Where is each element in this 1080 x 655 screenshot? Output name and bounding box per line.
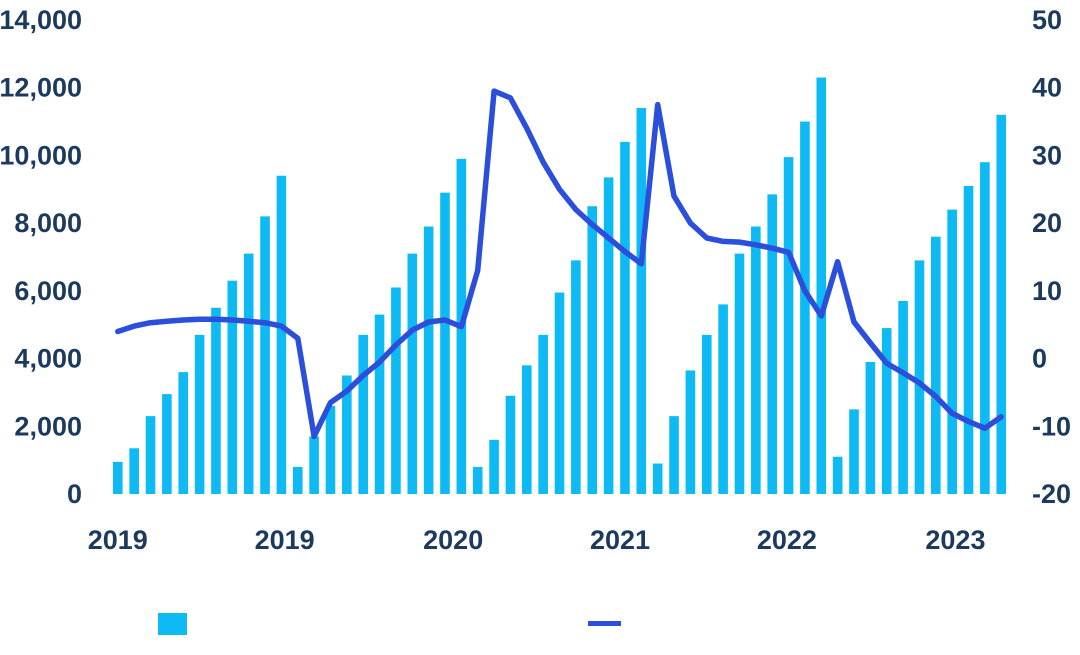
right-axis-tick-label: 30: [1032, 140, 1062, 170]
bar: [947, 209, 957, 494]
x-axis-tick-label: 2021: [590, 525, 650, 555]
left-axis-tick-label: 10,000: [0, 140, 82, 170]
left-axis-tick-label: 6,000: [14, 276, 82, 306]
bar: [816, 77, 827, 494]
bar: [898, 301, 908, 494]
bar: [832, 456, 843, 494]
right-axis-tick-label: 50: [1032, 5, 1062, 35]
legend-bar-swatch: [158, 613, 187, 635]
bar: [914, 260, 925, 494]
bar: [571, 260, 581, 494]
bar: [963, 185, 974, 494]
bar: [440, 192, 450, 495]
bar: [685, 370, 696, 494]
bar: [669, 416, 679, 494]
right-axis-tick-label: -20: [1032, 479, 1071, 509]
bar: [243, 253, 254, 494]
x-axis-tick-label: 2019: [88, 525, 148, 555]
bar: [292, 466, 303, 494]
bar: [865, 361, 876, 494]
bar: [211, 307, 221, 494]
bar: [407, 253, 418, 494]
bar: [162, 394, 172, 494]
x-axis-tick-label: 2019: [255, 525, 315, 555]
left-axis-tick-label: 12,000: [0, 73, 82, 103]
bar: [522, 365, 532, 494]
right-axis-tick-label: 0: [1032, 344, 1047, 374]
right-axis-tick-label: 10: [1032, 276, 1062, 306]
bar: [783, 157, 794, 494]
legend-line-swatch: [588, 621, 621, 626]
bar: [849, 409, 859, 494]
bar: [996, 114, 1007, 495]
left-axis-tick-label: 2,000: [14, 411, 82, 441]
right-axis-tick-label: 40: [1032, 73, 1062, 103]
right-axis-tick-label: 20: [1032, 208, 1062, 238]
bar: [603, 177, 614, 494]
bar: [227, 280, 238, 494]
bar: [489, 439, 499, 494]
bar: [358, 334, 368, 494]
bar: [260, 216, 270, 494]
bar: [342, 375, 352, 494]
bar: [423, 226, 434, 494]
bar: [636, 108, 647, 494]
bar: [309, 436, 319, 494]
bar: [931, 236, 941, 494]
bar: [145, 416, 156, 494]
trend-line: [115, 88, 1004, 440]
bar: [734, 253, 745, 494]
bar: [620, 141, 630, 494]
bar: [505, 395, 516, 494]
bar: [701, 334, 712, 494]
x-axis-tick-label: 2022: [757, 525, 817, 555]
x-axis-tick-label: 2023: [925, 525, 985, 555]
bar: [325, 405, 336, 494]
bar: [980, 162, 990, 494]
bar: [276, 175, 287, 495]
x-axis-tick-label: 2020: [423, 525, 483, 555]
bar: [767, 194, 777, 495]
left-axis-tick-label: 0: [67, 479, 82, 509]
bar: [538, 334, 548, 494]
bar: [129, 448, 139, 494]
bar: [178, 372, 189, 494]
bar: [718, 304, 728, 494]
bar: [472, 466, 483, 494]
bar: [554, 292, 565, 494]
bar: [751, 226, 761, 494]
right-axis-tick-label: -10: [1032, 411, 1071, 441]
left-axis-tick-label: 8,000: [14, 208, 82, 238]
bar: [652, 463, 663, 494]
bar: [374, 314, 385, 494]
bar: [194, 334, 205, 494]
bar: [800, 121, 810, 494]
left-axis-tick-label: 14,000: [0, 5, 82, 35]
bar: [113, 461, 123, 494]
bar: [587, 206, 598, 494]
left-axis-tick-label: 4,000: [14, 344, 82, 374]
bar: [391, 287, 401, 494]
bar: [881, 328, 892, 494]
